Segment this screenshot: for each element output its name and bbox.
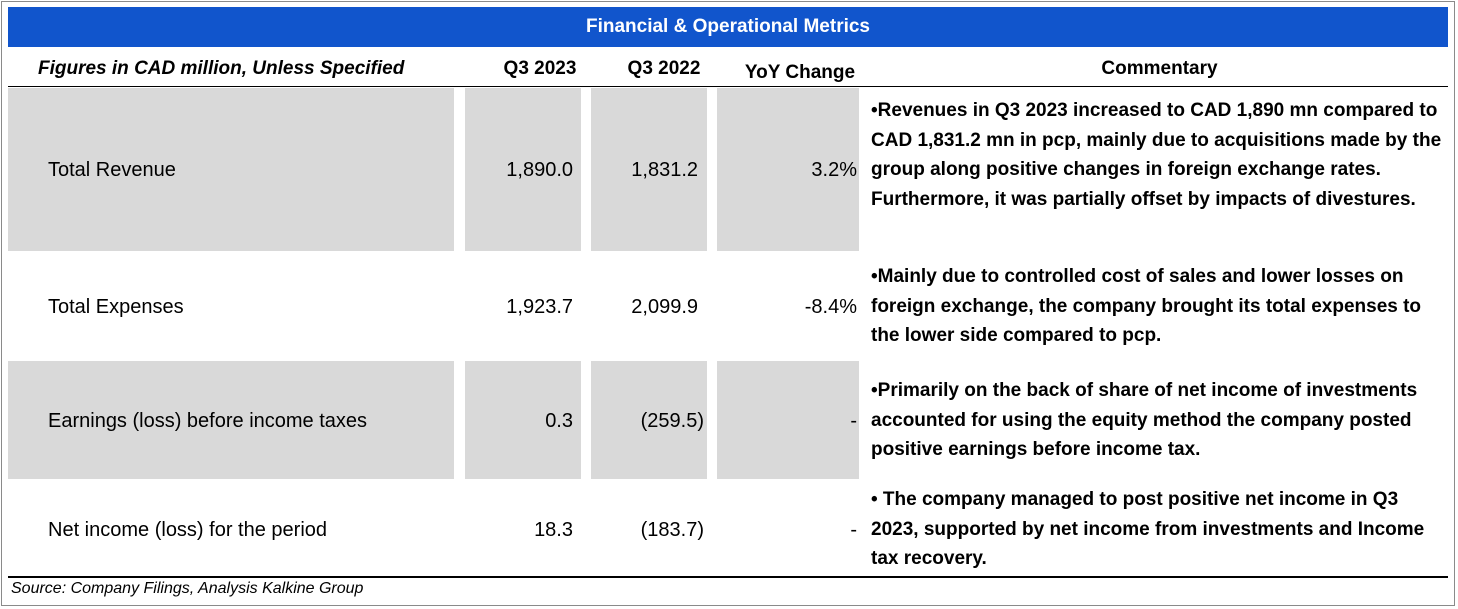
units-note: Figures in CAD million, Unless Specified: [38, 58, 405, 79]
value-q3-2023: 0.3: [545, 409, 573, 432]
row-label: Earnings (loss) before income taxes: [48, 409, 368, 432]
commentary-text: •Mainly due to controlled cost of sales …: [871, 266, 1422, 346]
source-note: Source: Company Filings, Analysis Kalkin…: [11, 580, 364, 597]
commentary-text: • The company managed to post positive n…: [871, 489, 1425, 569]
header-divider: [8, 86, 1448, 87]
row-shade: [8, 361, 454, 479]
row-shade: [717, 88, 859, 251]
value-yoy: -: [850, 409, 857, 432]
value-q3-2022: 1,831.2: [631, 158, 698, 181]
row-label: Total Expenses: [48, 295, 184, 318]
value-q3-2022: 2,099.9: [631, 295, 698, 318]
value-q3-2023: 18.3: [534, 518, 573, 541]
col-header-commentary: Commentary: [1101, 58, 1218, 79]
value-q3-2022: (183.7): [640, 518, 704, 541]
footer-divider: [8, 576, 1448, 578]
value-q3-2023: 1,890.0: [506, 158, 573, 181]
value-yoy: -8.4%: [804, 295, 857, 318]
value-yoy: -: [850, 518, 857, 541]
commentary-text: •Primarily on the back of share of net i…: [871, 380, 1418, 460]
value-q3-2023: 1,923.7: [506, 295, 573, 318]
col-header-q3-2023: Q3 2023: [503, 58, 577, 79]
row-label: Net income (loss) for the period: [48, 518, 328, 541]
col-header-yoy: YoY Change: [744, 62, 856, 83]
row-shade: [465, 88, 581, 251]
commentary-text: •Revenues in Q3 2023 increased to CAD 1,…: [871, 100, 1442, 210]
value-yoy: 3.2%: [811, 158, 857, 181]
row-shade: [8, 88, 454, 251]
row-shade: [591, 88, 707, 251]
row-shade: [717, 361, 859, 479]
col-header-q3-2022: Q3 2022: [627, 58, 701, 79]
row-label: Total Revenue: [48, 158, 176, 181]
row-shade: [465, 361, 581, 479]
row-shade: [591, 361, 707, 479]
table-title: Financial & Operational Metrics: [8, 7, 1448, 47]
value-q3-2022: (259.5): [640, 409, 704, 432]
